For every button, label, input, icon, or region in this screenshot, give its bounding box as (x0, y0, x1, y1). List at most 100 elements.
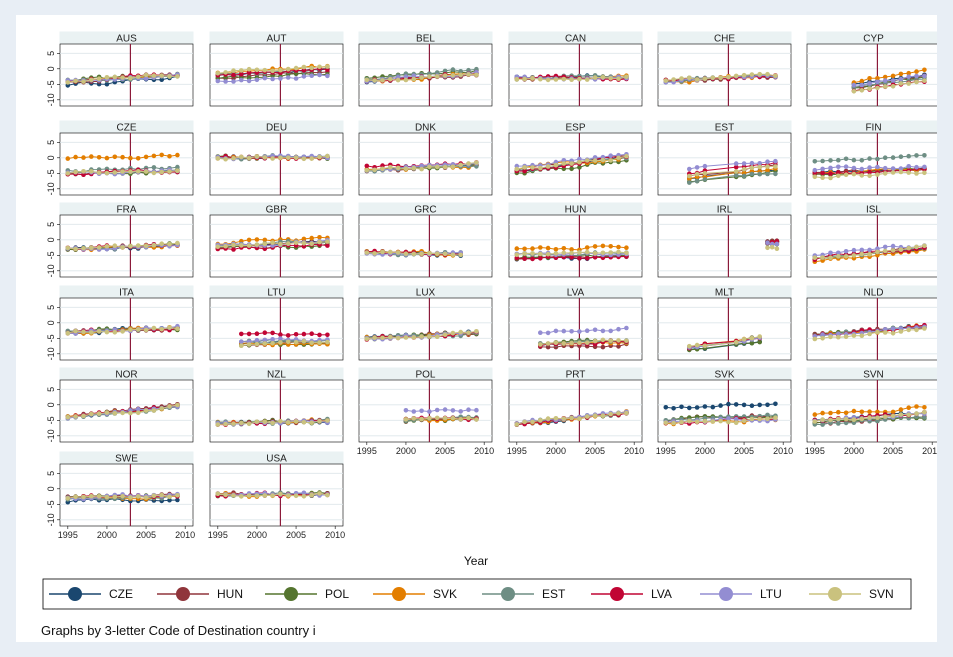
data-point (151, 242, 157, 248)
data-point (906, 74, 911, 79)
data-point (278, 155, 283, 161)
data-point (600, 243, 606, 249)
legend-marker (284, 587, 298, 601)
data-point (270, 76, 275, 82)
panel-title: CZE (117, 123, 137, 134)
y-tick-label: -10 (46, 182, 56, 195)
legend-label: EST (542, 587, 566, 601)
data-point (246, 342, 252, 347)
data-point (317, 235, 322, 240)
data-point (434, 251, 440, 256)
data-point (104, 170, 110, 176)
data-point (890, 84, 896, 89)
data-point (104, 81, 110, 87)
data-point (450, 67, 456, 72)
data-point (851, 165, 857, 171)
data-point (882, 414, 888, 419)
data-point (135, 74, 141, 79)
data-point (81, 329, 86, 335)
data-point (442, 251, 448, 257)
y-tick-label: -5 (46, 416, 56, 424)
data-point (388, 249, 393, 255)
data-point (867, 415, 872, 420)
data-point (859, 78, 865, 84)
data-point (890, 248, 896, 253)
data-point (687, 180, 692, 185)
data-point (569, 329, 574, 334)
data-point (167, 74, 172, 79)
data-point (569, 166, 574, 172)
data-point (215, 71, 221, 76)
chart-frame: AUS 5 0 -5 -10 AUT BEL CAN CHE CYP CZE 5 0 -5 -10 DEU DN… (16, 15, 937, 642)
data-point (151, 170, 157, 176)
data-point (733, 402, 739, 407)
panel-che: CHE (657, 31, 792, 107)
data-point (553, 416, 559, 421)
data-point (530, 246, 535, 251)
series-line (853, 76, 925, 89)
x-tick-label: 2010 (325, 530, 345, 540)
panel-hun: HUN (508, 202, 643, 278)
data-point (694, 171, 700, 177)
y-tick-label: 0 (46, 320, 56, 325)
data-point (538, 418, 543, 423)
data-point (820, 166, 825, 172)
data-point (890, 331, 896, 336)
data-point (867, 331, 872, 337)
data-point (530, 75, 535, 81)
data-point (584, 249, 590, 255)
data-point (553, 251, 559, 256)
data-point (128, 495, 133, 500)
data-point (309, 331, 315, 337)
panel-cyp: CYP (806, 31, 937, 107)
data-point (215, 156, 221, 161)
data-point (624, 325, 629, 331)
data-point (687, 405, 692, 411)
data-point (538, 342, 543, 347)
data-point (561, 161, 567, 166)
panel-nzl: NZL (209, 367, 344, 443)
data-point (741, 418, 747, 423)
data-point (395, 335, 401, 341)
data-point (270, 330, 275, 336)
data-point (867, 251, 872, 257)
data-point (380, 163, 385, 168)
data-point (395, 77, 401, 83)
x-tick-label: 1995 (656, 446, 676, 456)
data-point (442, 332, 448, 338)
data-point (600, 328, 606, 334)
data-point (278, 418, 283, 424)
data-point (592, 155, 598, 160)
data-point (175, 326, 180, 332)
series-svn (364, 249, 464, 258)
panel-lux: LUX (358, 285, 493, 361)
data-point (765, 159, 770, 164)
data-point (553, 328, 559, 334)
panel-prt: PRT 1995 2000 2005 2010 (507, 367, 644, 456)
data-point (522, 246, 527, 252)
data-point (577, 340, 582, 346)
data-point (561, 158, 567, 163)
data-point (616, 411, 621, 416)
series-svn (514, 74, 629, 83)
data-point (538, 165, 543, 171)
data-point (254, 242, 260, 247)
panel-isl: ISL (806, 202, 937, 278)
data-point (309, 241, 315, 247)
panel-deu: DEU (209, 120, 344, 196)
data-point (820, 175, 825, 180)
data-point (254, 493, 260, 499)
data-point (458, 69, 464, 74)
data-point (812, 174, 818, 180)
panel-title: LVA (567, 288, 585, 299)
data-point (120, 154, 125, 160)
data-point (624, 250, 629, 256)
series-line (853, 80, 925, 92)
data-point (890, 413, 896, 419)
data-point (769, 244, 775, 250)
data-point (89, 169, 94, 174)
data-point (828, 175, 833, 181)
data-point (584, 77, 590, 82)
data-point (741, 166, 747, 172)
data-point (710, 75, 716, 81)
